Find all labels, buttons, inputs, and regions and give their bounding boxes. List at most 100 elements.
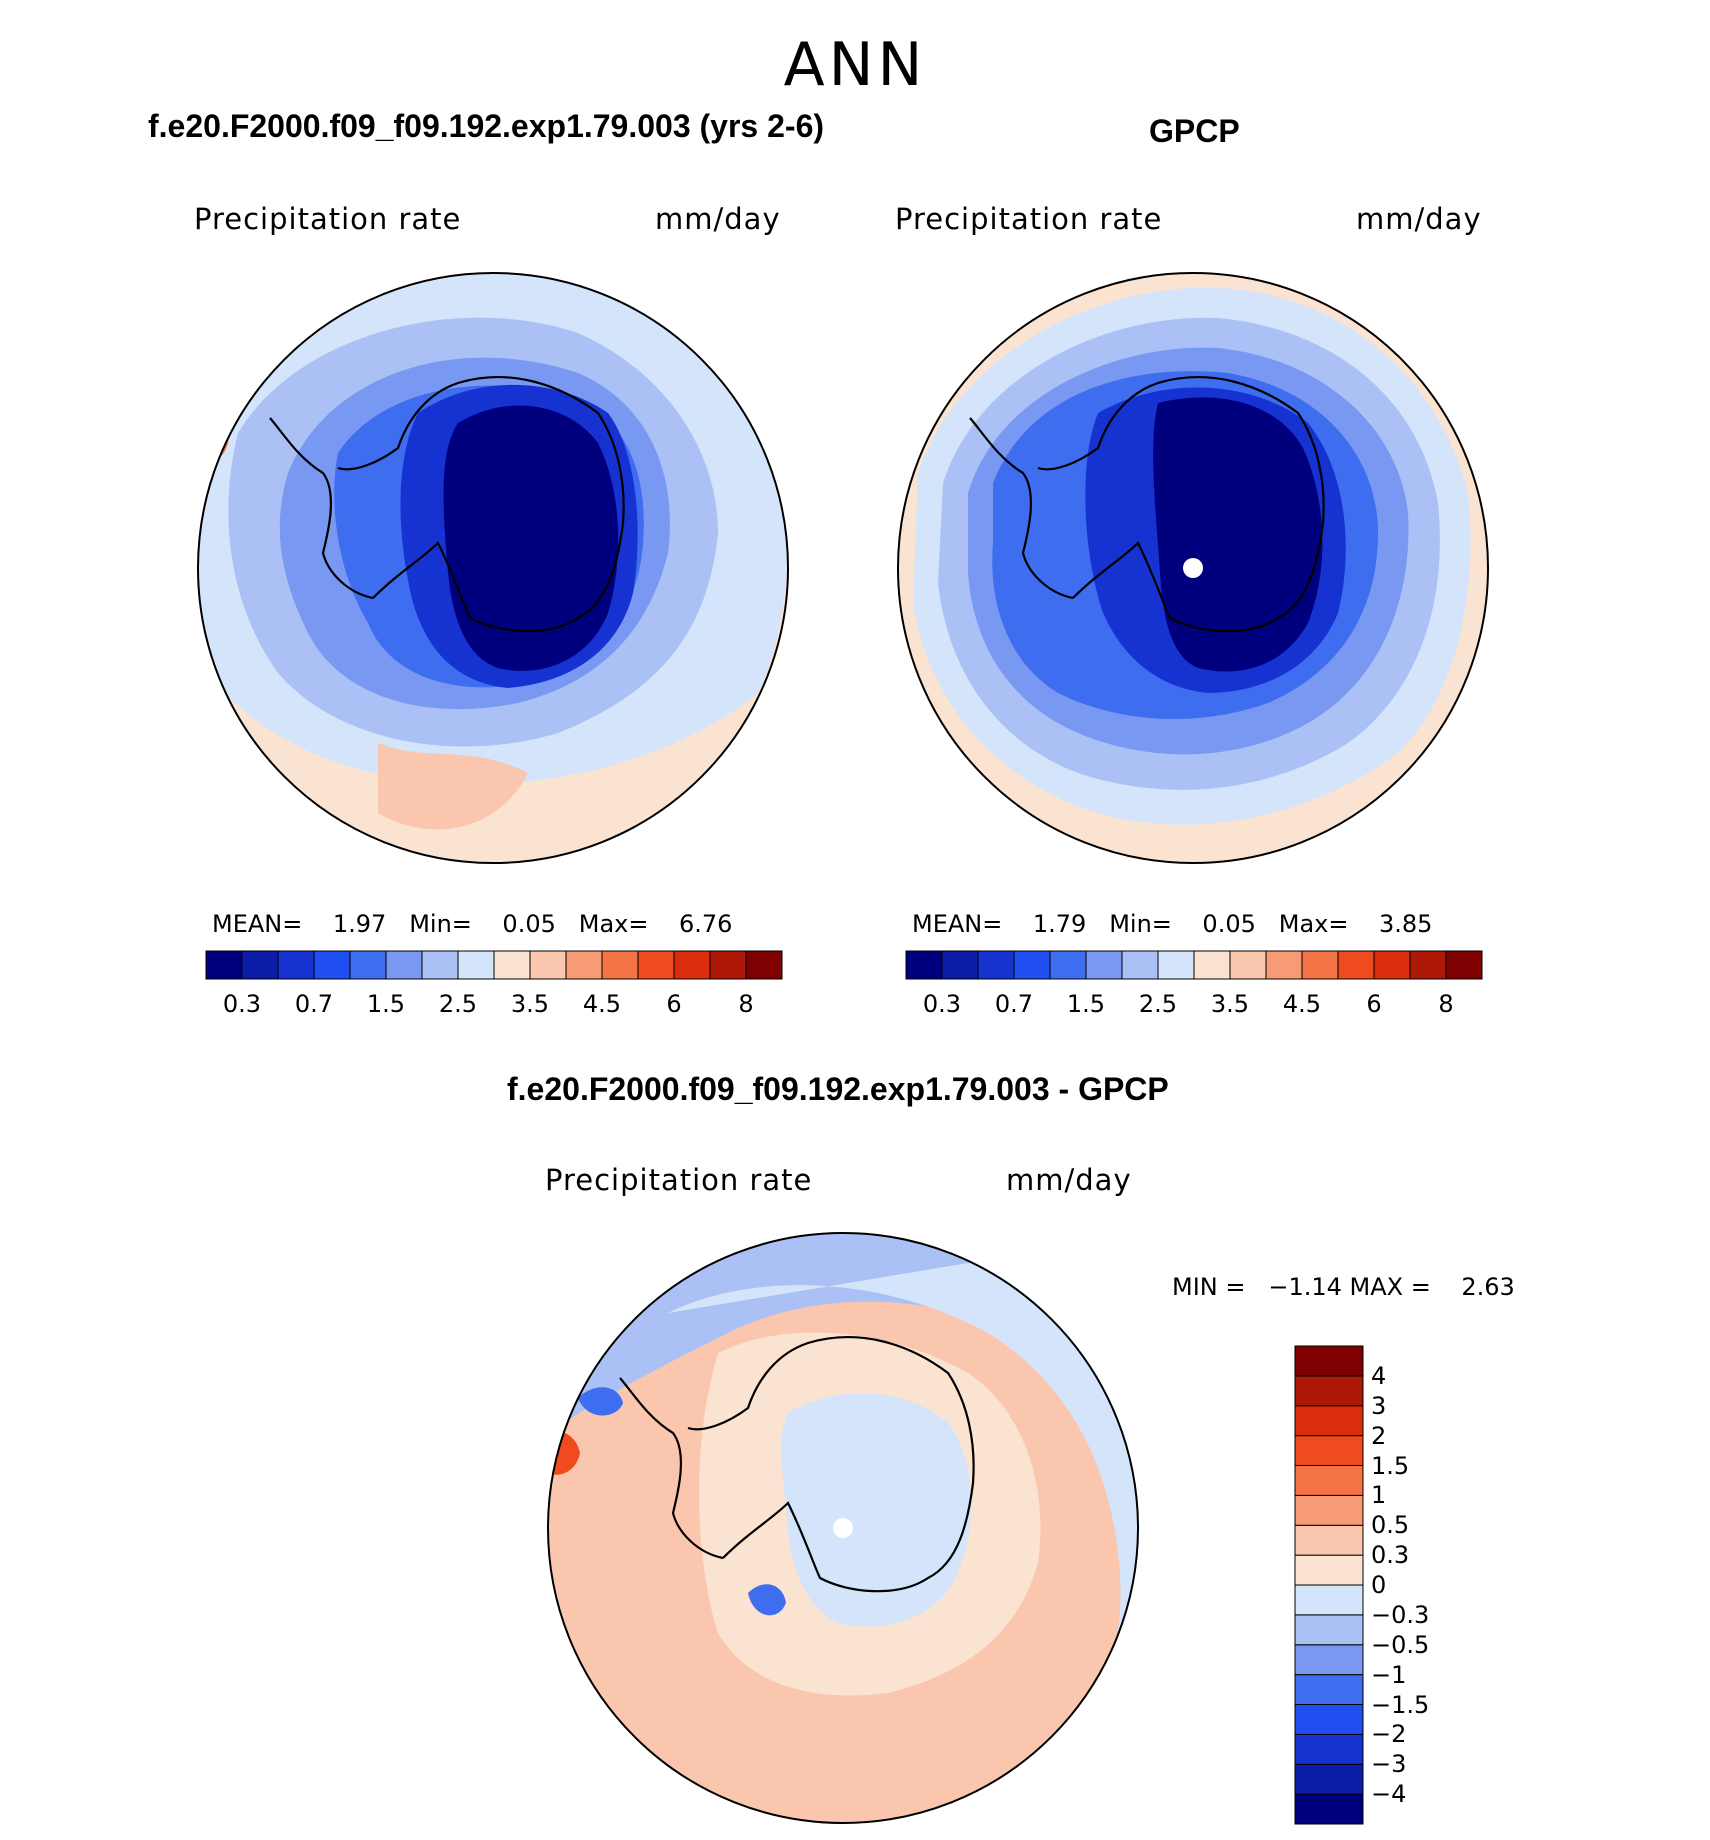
colorbar-box	[673, 950, 711, 980]
diff-colorbar-ticks: −4 −3 −2 −1.5 −1 −0.5 −0.3 0 0.3 0.5 1 1.5 2 3 4	[1371, 1346, 1491, 1824]
colorbar-tick-label: 8	[738, 990, 754, 1018]
model-colorbar-ticks: 0.3 0.7 1.5 2.5 3.5 4.5 6 8	[206, 990, 782, 1020]
diff-panel-title: f.e20.F2000.f09_f09.192.exp1.79.003 - GP…	[507, 1071, 1169, 1107]
colorbar-box	[1294, 1674, 1364, 1705]
diff-units-label: mm/day	[1006, 1163, 1132, 1197]
colorbar-box	[745, 950, 783, 980]
obs-colorbar-ticks: 0.3 0.7 1.5 2.5 3.5 4.5 6 8	[906, 990, 1482, 1020]
colorbar-box	[457, 950, 495, 980]
model-panel-title: f.e20.F2000.f09_f09.192.exp1.79.003 (yrs…	[148, 108, 825, 144]
colorbar-box	[385, 950, 423, 980]
obs-variable-label: Precipitation rate	[895, 202, 1163, 236]
model-stats: MEAN= 1.97 Min= 0.05 Max= 6.76	[212, 910, 733, 938]
model-polar-map	[197, 272, 789, 864]
colorbar-tick-label: 0	[1371, 1571, 1387, 1599]
colorbar-box	[1157, 950, 1195, 980]
colorbar-tick-label: 0.7	[994, 990, 1034, 1018]
colorbar-tick-label: 2.5	[1138, 990, 1178, 1018]
colorbar-box	[1373, 950, 1411, 980]
obs-colorbar	[905, 950, 1483, 980]
colorbar-tick-label: 1.5	[1066, 990, 1106, 1018]
colorbar-box	[277, 950, 315, 980]
colorbar-box	[349, 950, 387, 980]
colorbar-tick-label: 4	[1371, 1361, 1387, 1390]
season-title: ANN	[783, 30, 927, 100]
colorbar-tick-label: 3.5	[510, 990, 550, 1018]
colorbar-tick-label: 4.5	[1282, 990, 1322, 1018]
colorbar-tick-label: 0.7	[294, 990, 334, 1018]
colorbar-box	[905, 950, 943, 980]
colorbar-box	[1294, 1763, 1364, 1795]
diff-variable-label: Precipitation rate	[545, 1163, 813, 1197]
colorbar-tick-label: −0.3	[1371, 1600, 1430, 1629]
colorbar-box	[493, 950, 531, 980]
colorbar-box	[1229, 950, 1267, 980]
colorbar-tick-label: 4.5	[582, 990, 622, 1018]
colorbar-box	[1337, 950, 1375, 980]
colorbar-tick-label: 1	[1371, 1481, 1387, 1510]
colorbar-box	[1294, 1614, 1364, 1646]
colorbar-box	[1294, 1375, 1364, 1407]
colorbar-box	[637, 950, 675, 980]
obs-units-label: mm/day	[1356, 202, 1482, 236]
colorbar-box	[601, 950, 639, 980]
colorbar-tick-label: −1	[1371, 1660, 1407, 1689]
colorbar-box	[977, 950, 1015, 980]
colorbar-tick-label: 0.3	[222, 990, 262, 1018]
obs-stats: MEAN= 1.79 Min= 0.05 Max= 3.85	[912, 910, 1433, 938]
colorbar-box	[941, 950, 979, 980]
colorbar-box	[1294, 1435, 1364, 1466]
colorbar-box	[205, 950, 243, 980]
colorbar-box	[313, 950, 351, 980]
colorbar-tick-label: 8	[1438, 990, 1454, 1018]
colorbar-box	[1085, 950, 1123, 980]
colorbar-box	[1409, 950, 1447, 980]
colorbar-box	[1445, 950, 1483, 980]
diff-colorbar	[1294, 1345, 1364, 1825]
colorbar-box	[1301, 950, 1339, 980]
colorbar-box	[1294, 1704, 1364, 1735]
colorbar-tick-label: −3	[1371, 1750, 1407, 1779]
colorbar-box	[1294, 1494, 1364, 1526]
model-colorbar	[205, 950, 783, 980]
colorbar-box	[1294, 1644, 1364, 1676]
colorbar-tick-label: 0.3	[922, 990, 962, 1018]
colorbar-box	[1121, 950, 1159, 980]
colorbar-box	[1294, 1405, 1364, 1437]
model-units-label: mm/day	[655, 202, 781, 236]
diff-polar-map	[547, 1232, 1139, 1824]
colorbar-box	[1049, 950, 1087, 980]
colorbar-tick-label: −0.5	[1371, 1630, 1430, 1659]
colorbar-tick-label: −4	[1371, 1780, 1407, 1809]
colorbar-box	[709, 950, 747, 980]
colorbar-box	[421, 950, 459, 980]
colorbar-box	[1294, 1345, 1364, 1377]
colorbar-box	[1294, 1793, 1364, 1825]
colorbar-box	[1294, 1465, 1364, 1496]
colorbar-box	[1013, 950, 1051, 980]
model-variable-label: Precipitation rate	[194, 202, 462, 236]
colorbar-box	[529, 950, 567, 980]
colorbar-tick-label: 0.3	[1371, 1541, 1410, 1570]
diff-minmax: MIN = −1.14 MAX = 2.63	[1172, 1273, 1515, 1301]
obs-polar-map	[897, 272, 1489, 864]
colorbar-tick-label: 2	[1371, 1421, 1387, 1450]
colorbar-box	[1265, 950, 1303, 980]
colorbar-box	[1294, 1584, 1364, 1616]
colorbar-box	[1294, 1524, 1364, 1556]
colorbar-tick-label: 6	[1366, 990, 1382, 1018]
colorbar-tick-label: −1.5	[1371, 1690, 1430, 1719]
obs-panel-title: GPCP	[1149, 113, 1240, 149]
colorbar-box	[1294, 1733, 1364, 1765]
colorbar-box	[565, 950, 603, 980]
colorbar-box	[1193, 950, 1231, 980]
colorbar-tick-label: 6	[666, 990, 682, 1018]
colorbar-tick-label: 1.5	[366, 990, 406, 1018]
colorbar-tick-label: 3	[1371, 1391, 1387, 1420]
colorbar-tick-label: 1.5	[1371, 1451, 1410, 1480]
colorbar-tick-label: 3.5	[1210, 990, 1250, 1018]
colorbar-tick-label: 0.5	[1371, 1511, 1410, 1540]
colorbar-tick-label: 2.5	[438, 990, 478, 1018]
colorbar-box	[1294, 1554, 1364, 1586]
colorbar-tick-label: −2	[1371, 1720, 1407, 1749]
